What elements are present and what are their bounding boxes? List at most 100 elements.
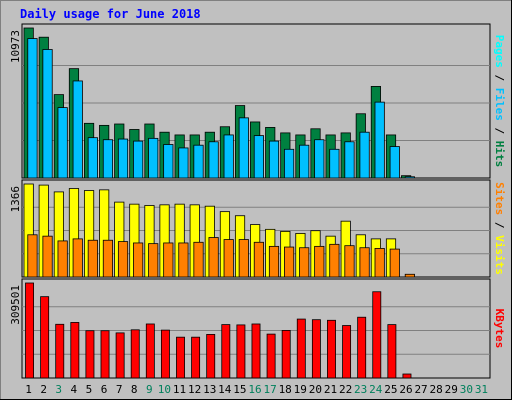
bar-files-day-17 bbox=[268, 140, 280, 179]
bar-sites-day-24 bbox=[374, 248, 385, 278]
bar-sites-day-2 bbox=[42, 235, 53, 278]
bar-sites-day-21 bbox=[329, 243, 340, 278]
bar-sites-day-8 bbox=[133, 242, 144, 278]
x-tick-label-day-9: 9 bbox=[146, 383, 153, 396]
bar-sites-day-7 bbox=[117, 241, 129, 278]
bar-kbytes-day-24 bbox=[372, 291, 382, 379]
bar-files-day-6 bbox=[102, 139, 114, 179]
bar-sites-day-1 bbox=[27, 234, 38, 278]
bar-kbytes-day-20 bbox=[311, 319, 321, 379]
bar-kbytes-day-21 bbox=[327, 319, 336, 379]
y-tick-label-hits-files-pages: 10973 bbox=[9, 30, 22, 63]
bar-kbytes-day-18 bbox=[281, 330, 291, 379]
bar-sites-day-3 bbox=[57, 240, 68, 278]
bar-sites-day-23 bbox=[359, 247, 370, 278]
bar-kbytes-day-25 bbox=[387, 324, 397, 379]
y-tick-label-visits-sites: 1366 bbox=[9, 186, 22, 213]
bar-files-day-11 bbox=[178, 147, 189, 179]
x-tick-label-day-2: 2 bbox=[40, 383, 47, 396]
bar-sites-day-13 bbox=[208, 237, 219, 278]
bar-files-day-5 bbox=[87, 137, 98, 179]
x-tick-label-day-8: 8 bbox=[131, 383, 138, 396]
x-tick-label-day-17: 17 bbox=[263, 383, 276, 396]
bar-kbytes-day-10 bbox=[160, 329, 170, 379]
bar-files-day-13 bbox=[208, 141, 219, 179]
bar-kbytes-day-16 bbox=[251, 323, 261, 379]
bar-files-day-26 bbox=[404, 176, 415, 179]
x-tick-label-day-27: 27 bbox=[414, 383, 427, 396]
bar-sites-day-11 bbox=[178, 242, 189, 278]
bar-files-day-23 bbox=[359, 131, 370, 179]
x-tick-label-day-4: 4 bbox=[71, 383, 78, 396]
x-tick-label-day-6: 6 bbox=[101, 383, 108, 396]
bar-files-day-1 bbox=[27, 38, 38, 179]
x-tick-label-day-3: 3 bbox=[55, 383, 62, 396]
bar-sites-day-26 bbox=[404, 273, 415, 278]
bar-files-day-15 bbox=[238, 117, 249, 179]
chart-title: Daily usage for June 2018 bbox=[20, 7, 201, 21]
panel-hits-files-pages: 10973 Pages / Files / Hits bbox=[9, 23, 506, 179]
x-tick-label-day-26: 26 bbox=[399, 383, 412, 396]
x-tick-label-day-1: 1 bbox=[25, 383, 32, 396]
bar-kbytes-day-26 bbox=[402, 373, 412, 379]
x-tick-label-day-21: 21 bbox=[324, 383, 337, 396]
bar-kbytes-day-15 bbox=[236, 324, 246, 379]
x-tick-label-day-31: 31 bbox=[475, 383, 488, 396]
bar-kbytes-day-6 bbox=[100, 330, 110, 379]
bar-kbytes-day-5 bbox=[85, 330, 95, 379]
x-tick-label-day-24: 24 bbox=[369, 383, 383, 396]
x-tick-label-day-11: 11 bbox=[173, 383, 186, 396]
x-tick-label-day-19: 19 bbox=[294, 383, 307, 396]
bar-files-day-14 bbox=[223, 134, 234, 179]
x-tick-label-day-28: 28 bbox=[430, 383, 443, 396]
x-tick-label-day-13: 13 bbox=[203, 383, 216, 396]
bar-sites-day-6 bbox=[102, 239, 114, 278]
x-tick-label-day-18: 18 bbox=[279, 383, 292, 396]
bar-files-day-24 bbox=[374, 101, 385, 179]
side-label-separator-hits-files-pages-2: / bbox=[493, 121, 506, 141]
bar-kbytes-day-12 bbox=[191, 336, 201, 379]
bar-sites-day-4 bbox=[72, 238, 83, 278]
x-tick-label-day-14: 14 bbox=[218, 383, 232, 396]
bar-sites-day-14 bbox=[223, 239, 234, 278]
bar-sites-day-15 bbox=[238, 239, 249, 278]
bar-files-day-9 bbox=[148, 137, 159, 179]
y-tick-label-kbytes: 309501 bbox=[9, 285, 22, 325]
side-label-visits-sites: Sites / Visits bbox=[493, 182, 506, 275]
bar-sites-day-25 bbox=[389, 248, 400, 278]
bar-kbytes-day-23 bbox=[357, 316, 367, 379]
x-tick-label-day-10: 10 bbox=[158, 383, 171, 396]
bar-files-day-18 bbox=[284, 148, 295, 179]
bar-sites-day-10 bbox=[163, 242, 174, 278]
bar-sites-day-18 bbox=[284, 246, 295, 278]
bar-files-day-12 bbox=[193, 144, 204, 179]
bar-sites-day-12 bbox=[193, 241, 204, 278]
bar-sites-day-16 bbox=[253, 241, 264, 278]
x-tick-label-day-7: 7 bbox=[116, 383, 123, 396]
bar-kbytes-day-22 bbox=[342, 325, 352, 379]
bar-kbytes-day-4 bbox=[70, 322, 80, 379]
bar-kbytes-day-2 bbox=[40, 296, 50, 379]
x-tick-label-day-20: 20 bbox=[309, 383, 322, 396]
x-tick-label-day-25: 25 bbox=[384, 383, 397, 396]
panel-visits-sites: 1366 Sites / Visits bbox=[9, 179, 506, 278]
side-label-separator-visits-sites-1: / bbox=[493, 215, 506, 235]
chart-panels: 10973 Pages / Files / Hits 1366 Sites / Vis… bbox=[9, 23, 506, 379]
side-label-visits-visits-sites: Visits bbox=[493, 235, 506, 275]
side-label-kbytes-kbytes: KBytes bbox=[493, 309, 506, 349]
bar-files-day-8 bbox=[133, 140, 144, 179]
side-label-files-hits-files-pages: Files bbox=[493, 88, 506, 121]
bar-files-day-19 bbox=[299, 144, 310, 179]
x-tick-label-day-29: 29 bbox=[445, 383, 458, 396]
bar-sites-day-17 bbox=[268, 245, 280, 278]
bar-files-day-7 bbox=[117, 138, 129, 179]
side-label-kbytes: KBytes bbox=[493, 309, 506, 349]
bar-files-day-25 bbox=[389, 146, 400, 179]
bar-sites-day-9 bbox=[148, 243, 159, 278]
bar-files-day-10 bbox=[163, 144, 174, 179]
bar-kbytes-day-7 bbox=[115, 332, 125, 379]
bar-kbytes-day-1 bbox=[25, 282, 34, 379]
bar-files-day-3 bbox=[57, 107, 68, 179]
bar-files-day-16 bbox=[253, 135, 264, 179]
